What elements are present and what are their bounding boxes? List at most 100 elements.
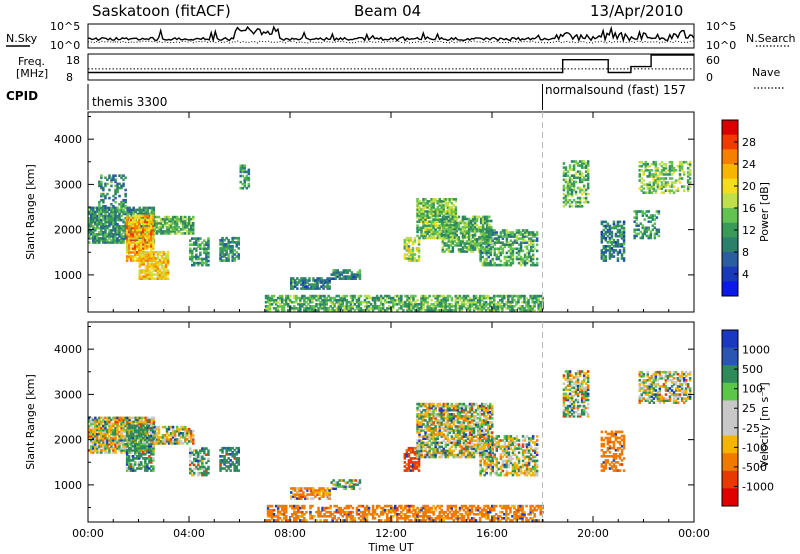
heatmap-cell [102,218,105,222]
heatmap-cell [292,277,295,280]
heatmap-cell [410,294,413,298]
heatmap-cell [116,216,119,220]
heatmap-cell [138,416,141,420]
heatmap-cell [622,222,626,226]
heatmap-cell [114,451,117,454]
heatmap-cell [418,226,421,230]
heatmap-cell [322,281,325,284]
heatmap-cell [122,184,125,188]
heatmap-cell [227,253,230,256]
heatmap-cell [207,241,210,244]
heatmap-cell [461,248,465,251]
heatmap-cell [94,432,97,436]
heatmap-cell [118,174,121,177]
heatmap-cell [237,457,240,460]
heatmap-cell [268,303,272,306]
heatmap-cell [108,436,111,440]
heatmap-cell [88,237,91,240]
heatmap-cell [160,275,164,278]
heatmap-cell [199,455,202,459]
heatmap-cell [264,294,268,298]
heatmap-cell [167,438,171,441]
heatmap-cell [449,240,453,243]
heatmap-cell [515,239,519,242]
heatmap-cell [493,247,496,251]
heatmap-cell [503,231,507,234]
heatmap-cell [108,420,111,424]
heatmap-cell [432,224,435,227]
heatmap-cell [134,245,137,248]
heatmap-cell [379,300,383,304]
heatmap-cell [406,303,409,306]
heatmap-cell [641,212,644,215]
heatmap-cell [102,443,105,446]
heatmap-cell [150,432,154,436]
heatmap-cell [564,186,568,190]
heatmap-cell [449,225,453,229]
heatmap-cell [148,455,151,458]
heatmap-cell [350,275,354,278]
heatmap-cell [315,309,318,312]
heatmap-cell [600,238,604,242]
heatmap-cell [489,300,492,304]
heatmap-cell [98,426,101,430]
heatmap-cell [190,222,193,225]
heatmap-cell [604,259,608,262]
heatmap-cell [98,237,101,240]
heatmap-cell [418,214,421,217]
heatmap-cell [622,226,626,230]
heatmap-cell [150,245,153,248]
heatmap-cell [341,298,344,302]
heatmap-cell [633,228,636,232]
heatmap-cell [586,184,590,188]
heatmap-cell [424,210,427,213]
heatmap-cell [402,305,405,308]
heatmap-cell [122,426,125,430]
heatmap-cell [640,169,643,172]
heatmap-cell [219,467,222,470]
heatmap-cell [322,287,325,290]
heatmap-cell [404,300,407,304]
heatmap-cell [463,221,467,225]
heatmap-cell [474,307,478,310]
heatmap-cell [441,223,444,227]
heatmap-cell [278,303,282,306]
heatmap-cell [201,261,204,265]
heatmap-cell [566,198,570,202]
heatmap-cell [505,239,509,242]
heatmap-cell [106,443,109,446]
heatmap-cell [523,294,526,298]
heatmap-cell [129,463,133,466]
heatmap-cell [127,434,131,438]
heatmap-cell [154,257,158,260]
heatmap-cell [186,226,189,229]
heatmap-cell [643,212,646,215]
heatmap-cell [146,432,150,436]
heatmap-cell [290,287,293,290]
heatmap-cell [448,208,452,211]
heatmap-cell [379,298,383,302]
heatmap-cell [566,192,570,196]
heatmap-cell [131,465,135,468]
heatmap-cell [127,465,131,468]
heatmap-cell [445,242,448,245]
heatmap-cell [383,294,387,298]
heatmap-cell [116,218,119,222]
heatmap-cell [379,303,383,306]
heatmap-cell [638,179,641,182]
heatmap-cell [455,244,459,247]
heatmap-cell [497,241,501,244]
heatmap-cell [239,168,242,172]
heatmap-cell [564,194,568,198]
heatmap-cell [422,200,425,203]
heatmap-cell [478,300,482,304]
heatmap-cell [447,227,451,231]
heatmap-cell [166,259,170,262]
heatmap-cell [633,236,636,240]
heatmap-cell [207,255,210,259]
heatmap-cell [140,250,143,254]
heatmap-cell [120,420,123,424]
heatmap-cell [108,208,111,212]
heatmap-cell [499,241,503,244]
heatmap-cell [584,198,588,202]
